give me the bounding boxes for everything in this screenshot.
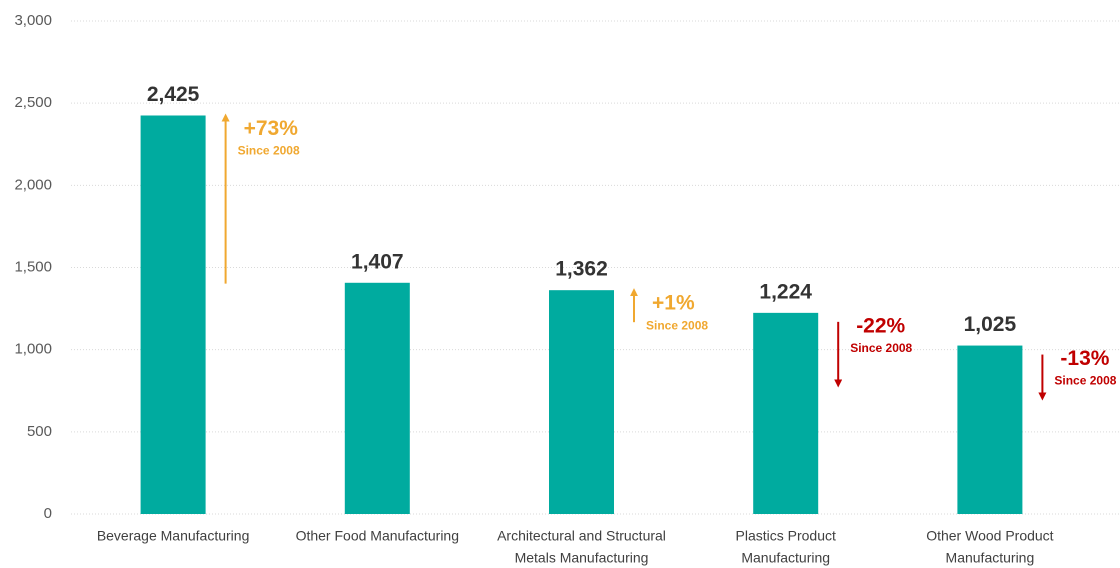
x-tick-label: Architectural and Structural: [497, 528, 666, 544]
x-tick-label: Metals Manufacturing: [515, 550, 649, 566]
x-tick-label: Plastics Product: [736, 528, 836, 544]
x-tick-label: Manufacturing: [946, 550, 1035, 566]
bar: [753, 312, 819, 514]
x-tick-label: Beverage Manufacturing: [97, 528, 250, 544]
bar: [344, 282, 410, 514]
y-tick-label: 0: [44, 505, 52, 522]
change-label: -13%: [1060, 347, 1109, 370]
change-note: Since 2008: [646, 318, 708, 332]
y-tick-label: 2,500: [14, 94, 52, 111]
value-label: 1,407: [351, 250, 404, 273]
x-tick-label: Other Wood Product: [926, 528, 1053, 544]
value-label: 1,025: [964, 313, 1017, 336]
change-note: Since 2008: [850, 341, 912, 355]
value-label: 2,425: [147, 83, 200, 106]
y-tick-label: 500: [27, 423, 52, 440]
bar: [957, 345, 1023, 514]
y-tick-label: 1,000: [14, 341, 52, 358]
y-tick-label: 2,000: [14, 176, 52, 193]
y-tick-label: 3,000: [14, 12, 52, 29]
bar: [140, 115, 206, 514]
change-note: Since 2008: [238, 144, 300, 158]
x-tick-label: Manufacturing: [741, 550, 830, 566]
change-note: Since 2008: [1054, 374, 1116, 388]
change-label: -22%: [856, 314, 905, 337]
bar: [549, 290, 614, 514]
x-tick-label: Other Food Manufacturing: [296, 528, 459, 544]
y-tick-label: 1,500: [14, 258, 52, 275]
change-label: +73%: [244, 117, 299, 140]
value-label: 1,362: [555, 258, 608, 281]
change-label: +1%: [652, 292, 695, 315]
value-label: 1,224: [759, 280, 812, 303]
